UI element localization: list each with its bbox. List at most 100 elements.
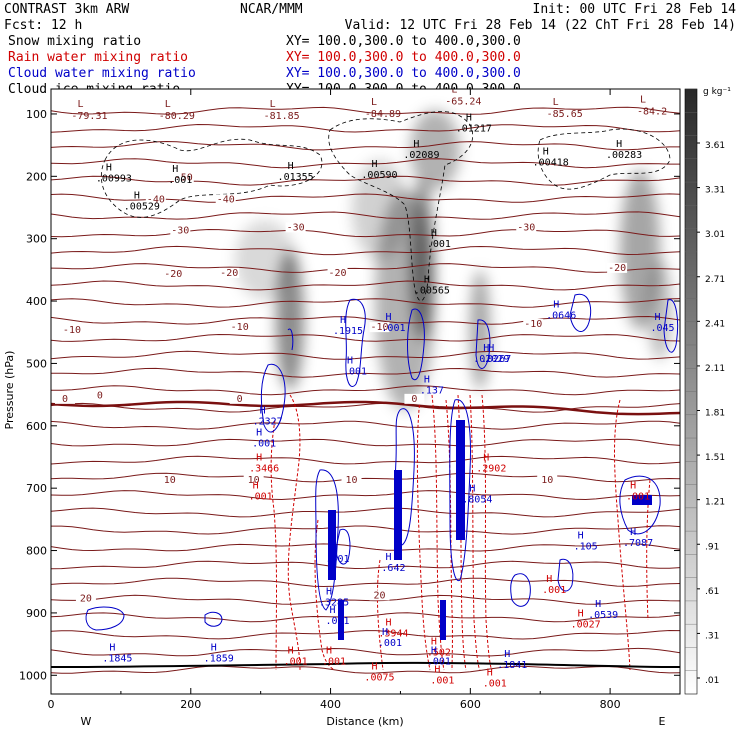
rain-contour [481,394,493,671]
isotherm-line [51,560,680,570]
temperature-label: -50 [175,172,193,183]
temperature-label: -30 [287,222,305,233]
temperature-label: -10 [231,322,249,333]
low-marker: L [77,99,83,110]
rain-contour [416,399,431,671]
y-tick-label: 700 [26,482,47,495]
temperature-label-bg [219,267,240,278]
isotherm-line [51,594,680,605]
high-marker: H [466,112,472,123]
high-value: .7087 [623,538,653,549]
isotherm-line [51,385,680,396]
temperature-label: -20 [220,268,238,279]
high-marker: H [431,646,437,657]
high-value: .001 [626,491,650,502]
temperature-label: -40 [217,194,235,205]
cloud-water-contour [449,399,471,582]
rain-contour [469,394,481,671]
colorbar-level: 3.61 [705,141,725,151]
low-value: -85.65 [547,109,583,120]
y-tick-label: 800 [26,545,47,558]
isotherm-line [51,525,680,535]
high-marker: H [483,452,489,463]
cloud-water-core [632,495,652,505]
low-value: -81.85 [264,111,300,122]
high-value: .02029 [473,354,509,365]
colorbar-level: 3.01 [705,230,725,240]
temperature-label: -30 [171,225,189,236]
forecast-hour: Fcst: 12 h [4,18,82,33]
temperature-label: 20 [373,590,385,601]
high-marker: H [134,190,140,201]
x-axis-label: Distance (km) [326,715,403,728]
high-value: .0646 [546,311,576,322]
y-tick-label: 600 [26,420,47,433]
high-value: .00529 [124,201,160,212]
cloud-ice-contour [537,128,671,190]
temperature-label: -30 [517,222,535,233]
isotherm-line [51,472,680,483]
high-marker: H [347,356,353,367]
high-value: .0027 [571,619,601,630]
colorbar-level: 1.81 [705,409,725,419]
high-marker: H [326,646,332,657]
high-marker: H [595,599,601,610]
high-value: .001 [483,679,507,690]
y-tick-label: 100 [26,108,47,121]
isotherm-line [51,577,680,588]
temperature-label-bg [75,593,96,604]
isotherm-line [51,263,680,273]
high-value: .105 [574,541,598,552]
rain-contour [314,519,336,671]
high-value: .001 [430,675,454,686]
isotherm-line [51,298,680,308]
high-marker: H [256,427,262,438]
isotherm-line [51,507,680,518]
cloud-water-contour [335,528,351,565]
high-marker: H [253,480,259,491]
colorbar: 3.61 3.31 3.01 2.71 2.41 2.11 1.81 1.51 1.21 .91.… [684,87,731,695]
temperature-label-bg [327,267,348,278]
high-marker: H [504,649,510,660]
rain-contour [614,399,631,671]
high-value: .001 [252,438,276,449]
temperature-label: 0 [237,394,243,405]
isotherm-line [51,158,680,169]
high-marker: H [431,228,437,239]
high-marker: H [546,574,552,585]
temperature-label: 10 [248,475,260,486]
isotherm-line [51,438,680,447]
rain-contour [376,559,384,671]
high-value: .1915 [333,326,363,337]
high-marker: H [553,300,559,311]
high-marker: H [424,275,430,286]
isotherm-line [51,402,680,413]
temperature-label: 0 [62,394,68,405]
y-tick-label: 300 [26,233,47,246]
temperature-label-bg [61,325,82,336]
high-value: .2902 [476,463,506,474]
isotherm-line [51,245,680,256]
high-marker: H [424,374,430,385]
temperature-label-bg [170,225,191,236]
cloud-water-contour [287,328,294,351]
rain-water-contours [270,394,651,671]
y-tick-label: 200 [26,170,47,183]
temperature-label-bg [607,262,628,273]
cloud-water-contour [204,611,223,627]
high-value: .2327 [253,417,283,428]
cloud-water-contour [663,299,679,353]
colorbar-level: .91 [705,542,719,552]
cloud-water-contour [407,308,425,381]
high-marker: H [434,664,440,675]
x-tick-label: 600 [460,698,481,711]
high-value: .001 [325,616,349,627]
temperature-label-bg [516,222,537,233]
high-value: .00590 [361,170,397,181]
cloud-water-contour [315,469,339,611]
cloud-ice-contour [100,138,323,218]
temperature-label: -20 [608,263,626,274]
rain-contour [287,394,301,671]
high-value: .3466 [249,463,279,474]
